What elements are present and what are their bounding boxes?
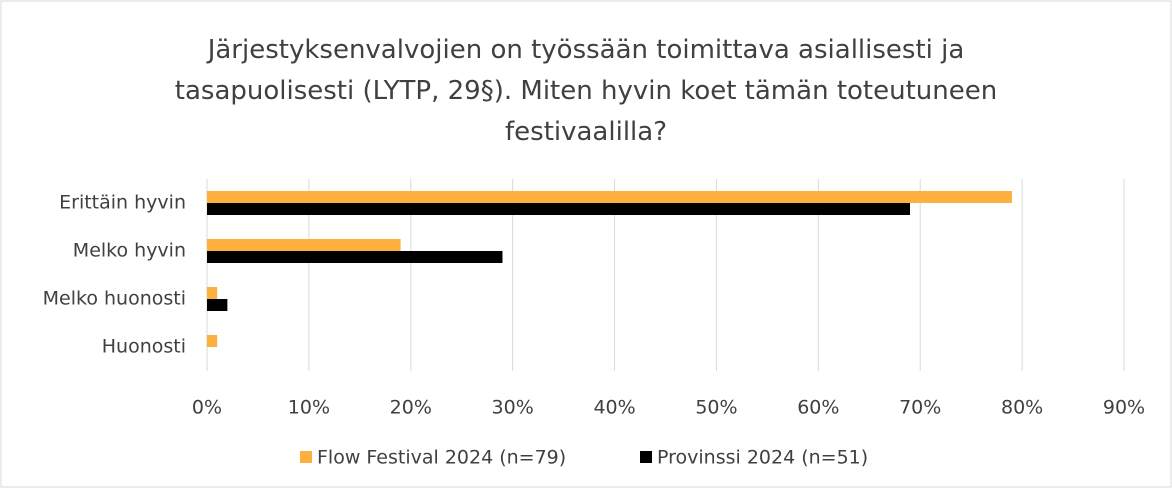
y-tick-label: Huonosti [102, 336, 186, 358]
bar [207, 203, 911, 215]
bar [207, 239, 401, 251]
x-tick-label: 50% [695, 397, 737, 419]
y-tick-label: Melko hyvin [73, 240, 186, 262]
y-tick-label: Melko huonosti [43, 288, 186, 310]
x-tick-label: 20% [390, 397, 432, 419]
legend-label: Flow Festival 2024 (n=79) [317, 447, 566, 469]
x-tick-label: 90% [1103, 397, 1145, 419]
x-tick-label: 70% [899, 397, 941, 419]
x-tick-label: 30% [492, 397, 534, 419]
bar [207, 191, 1012, 203]
chart-title: Järjestyksenvalvojien on työssään toimit… [174, 35, 998, 147]
legend-label: Provinssi 2024 (n=51) [657, 447, 868, 469]
x-tick-label: 10% [288, 397, 330, 419]
bar [207, 287, 218, 299]
legend-swatch [640, 451, 652, 463]
bar [207, 299, 228, 311]
y-tick-label: Erittäin hyvin [59, 192, 186, 214]
bar [207, 335, 218, 347]
x-tick-label: 80% [1001, 397, 1043, 419]
x-tick-label: 60% [797, 397, 839, 419]
bar [207, 251, 503, 263]
legend-swatch [300, 451, 312, 463]
x-tick-label: 40% [593, 397, 635, 419]
x-tick-label: 0% [192, 397, 222, 419]
